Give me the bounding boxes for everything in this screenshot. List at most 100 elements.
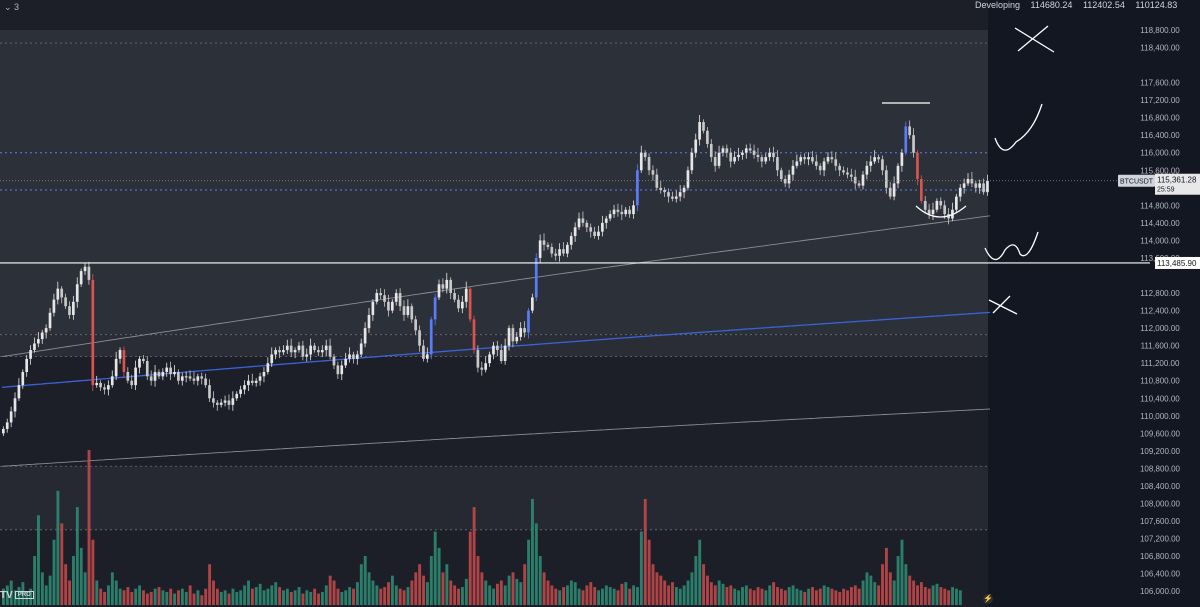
volume-bar xyxy=(33,556,37,605)
candle xyxy=(982,183,985,193)
volume-bar xyxy=(741,587,744,605)
candle xyxy=(394,293,398,302)
volume-bar xyxy=(803,591,807,605)
candle xyxy=(223,400,227,403)
volume-bar xyxy=(503,585,507,605)
candle xyxy=(682,187,686,193)
candle xyxy=(709,143,713,158)
volume-bar xyxy=(931,585,935,605)
volume-bar xyxy=(173,593,177,605)
candle xyxy=(601,222,604,232)
volume-bar xyxy=(453,585,457,605)
volume-bar xyxy=(795,588,799,605)
y-tick-label: 117,600.00 xyxy=(1140,79,1180,88)
volume-bar xyxy=(192,593,196,605)
volume-bar xyxy=(204,588,208,605)
volume-bar xyxy=(219,591,223,605)
range-zone-mid xyxy=(0,334,988,357)
candle xyxy=(865,165,869,175)
y-tick-label: 111,600.00 xyxy=(1141,342,1180,351)
candle xyxy=(698,122,701,140)
volume-bar xyxy=(822,585,826,605)
volume-bar xyxy=(923,587,927,605)
candle xyxy=(285,345,289,351)
candle xyxy=(83,266,87,272)
candle xyxy=(29,350,32,359)
y-tick-label: 106,400.00 xyxy=(1140,570,1181,579)
volume-bar xyxy=(390,575,394,605)
volume-bar xyxy=(83,572,87,605)
volume-bar xyxy=(223,590,227,605)
candle xyxy=(612,209,616,215)
candle xyxy=(258,376,262,381)
volume-bar xyxy=(375,585,379,605)
candle xyxy=(180,376,184,381)
candle xyxy=(282,350,285,353)
symbol-badge xyxy=(1118,174,1155,187)
volume-bar xyxy=(939,587,943,605)
candle xyxy=(838,165,841,171)
volume-bar xyxy=(912,580,916,605)
y-tick-label: 106,800.00 xyxy=(1140,552,1181,561)
candle xyxy=(597,231,600,237)
volume-bar xyxy=(737,590,741,605)
candle xyxy=(352,354,355,359)
horizontal-line-badge xyxy=(1155,256,1200,269)
candle xyxy=(177,371,180,381)
volume-bar xyxy=(620,583,624,605)
volume-bar xyxy=(639,531,643,605)
volume-bar xyxy=(95,580,99,605)
tradingview-logo[interactable]: TV PRO xyxy=(0,590,34,601)
candle xyxy=(309,345,312,355)
candle xyxy=(686,170,690,188)
candle xyxy=(853,176,857,184)
candle xyxy=(496,345,499,351)
candle xyxy=(706,130,709,144)
candle xyxy=(702,122,705,131)
drawing-x-top xyxy=(1014,25,1055,53)
volume-bar xyxy=(573,582,577,605)
volume-bar xyxy=(414,572,418,605)
volume-bar xyxy=(266,588,270,605)
y-tick-label: 108,000.00 xyxy=(1140,500,1181,509)
y-tick-label: 116,800.00 xyxy=(1140,114,1180,123)
candle xyxy=(916,152,919,180)
candle xyxy=(110,376,114,386)
volume-bar xyxy=(367,572,371,605)
volume-bar xyxy=(811,587,814,605)
volume-bar xyxy=(99,588,103,605)
candle xyxy=(472,319,476,351)
candle xyxy=(379,293,382,296)
candle xyxy=(729,152,733,162)
candle xyxy=(978,183,982,188)
volume-bar xyxy=(896,556,900,605)
candle xyxy=(161,371,165,377)
candle xyxy=(313,345,316,351)
candle xyxy=(639,152,643,171)
volume-bar xyxy=(184,591,188,605)
volume-bar xyxy=(118,588,122,605)
volume-bar xyxy=(422,575,425,605)
volume-bar xyxy=(601,588,604,605)
y-tick-label: 109,200.00 xyxy=(1140,447,1181,456)
candle xyxy=(834,159,838,166)
volume-bar xyxy=(468,531,472,605)
volume-bar xyxy=(655,572,659,605)
candle xyxy=(791,165,795,175)
volume-bar xyxy=(694,556,698,605)
developing-value-3: 110124.83 xyxy=(1135,0,1178,10)
volume-bar xyxy=(791,585,795,605)
y-tick-label: 108,800.00 xyxy=(1140,464,1181,473)
candle xyxy=(441,284,445,289)
indicator-count[interactable]: ⌄ 3 xyxy=(4,2,20,12)
candle xyxy=(744,148,748,153)
candle xyxy=(484,363,488,370)
candle xyxy=(453,293,456,300)
candle xyxy=(523,328,526,333)
candle xyxy=(266,363,270,372)
lightning-icon[interactable]: ⚡ xyxy=(983,594,993,604)
volume-bar xyxy=(624,582,628,605)
volume-bar xyxy=(110,572,114,605)
volume-bar xyxy=(904,564,908,605)
